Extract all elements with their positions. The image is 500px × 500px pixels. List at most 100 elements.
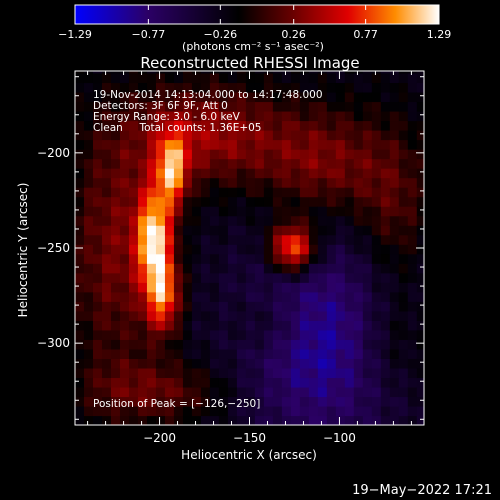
heatmap-pixel	[83, 282, 94, 293]
heatmap-pixel	[326, 367, 337, 379]
heatmap-pixel	[137, 358, 148, 369]
heatmap-pixel	[155, 110, 166, 122]
heatmap-pixel	[137, 168, 148, 179]
heatmap-pixel	[119, 263, 130, 274]
heatmap-pixel	[227, 367, 238, 379]
heatmap-pixel	[326, 234, 337, 245]
heatmap-pixel	[371, 225, 382, 236]
heatmap-pixel	[128, 196, 139, 207]
heatmap-pixel	[119, 244, 130, 255]
heatmap-pixel	[128, 177, 139, 188]
heatmap-pixel	[236, 158, 247, 169]
heatmap-pixel	[200, 291, 211, 302]
heatmap-pixel	[227, 348, 238, 359]
heatmap-pixel	[353, 139, 364, 150]
heatmap-pixel	[380, 405, 391, 417]
heatmap-pixel	[218, 82, 229, 93]
heatmap-pixel	[155, 71, 166, 74]
heatmap-pixel	[335, 120, 346, 131]
heatmap-pixel	[110, 82, 121, 93]
heatmap-pixel	[290, 158, 301, 169]
heatmap-pixel	[272, 177, 283, 188]
heatmap-pixel	[101, 396, 112, 407]
heatmap-pixel	[326, 149, 337, 160]
heatmap-pixel	[173, 71, 184, 74]
heatmap-pixel	[155, 168, 166, 179]
heatmap-pixel	[353, 405, 364, 417]
heatmap-pixel	[200, 149, 211, 160]
heatmap-pixel	[335, 367, 346, 379]
heatmap-pixel	[155, 244, 166, 255]
heatmap-pixel	[110, 253, 121, 264]
heatmap-pixel	[227, 110, 238, 122]
heatmap-pixel	[155, 82, 166, 93]
heatmap-pixel	[281, 187, 292, 198]
heatmap-pixel	[164, 82, 175, 93]
heatmap-pixel	[290, 110, 301, 122]
heatmap-pixel	[344, 358, 355, 369]
heatmap-pixel	[200, 206, 211, 217]
heatmap-pixel	[317, 158, 328, 169]
heatmap-pixel	[209, 72, 220, 84]
heatmap-pixel	[236, 348, 247, 359]
heatmap-pixel	[101, 139, 112, 150]
heatmap-pixel	[290, 206, 301, 217]
heatmap-pixel	[281, 130, 292, 141]
heatmap-pixel	[209, 291, 220, 302]
heatmap-pixel	[371, 158, 382, 169]
heatmap-pixel	[344, 405, 355, 417]
heatmap-pixel	[353, 149, 364, 160]
info-line: Detectors: 3F 6F 9F, Att 0	[93, 100, 228, 112]
heatmap-pixel	[155, 415, 166, 425]
heatmap-pixel	[191, 282, 202, 293]
heatmap-pixel	[209, 348, 220, 359]
heatmap-pixel	[398, 272, 409, 283]
heatmap-pixel	[362, 215, 373, 226]
heatmap-pixel	[308, 206, 319, 217]
heatmap-pixel	[281, 396, 292, 407]
heatmap-pixel	[389, 367, 400, 379]
heatmap-pixel	[281, 72, 292, 84]
heatmap-pixel	[218, 225, 229, 236]
heatmap-pixel	[173, 291, 184, 302]
heatmap-pixel	[407, 120, 418, 131]
heatmap-pixel	[119, 225, 130, 236]
heatmap-pixel	[182, 339, 193, 350]
heatmap-pixel	[245, 367, 256, 379]
heatmap-pixel	[299, 177, 310, 188]
heatmap-pixel	[200, 196, 211, 207]
heatmap-pixel	[371, 149, 382, 160]
heatmap-pixel	[281, 282, 292, 293]
heatmap-pixel	[290, 82, 301, 93]
heatmap-pixel	[110, 168, 121, 179]
heatmap-pixel	[308, 177, 319, 188]
heatmap-pixel	[326, 206, 337, 217]
heatmap-pixel	[182, 320, 193, 331]
heatmap-pixel	[227, 339, 238, 350]
heatmap-pixel	[299, 158, 310, 169]
heatmap-pixel	[263, 272, 274, 283]
heatmap-pixel	[146, 206, 157, 217]
heatmap-pixel	[236, 253, 247, 264]
heatmap-pixel	[362, 396, 373, 407]
heatmap-pixel	[155, 329, 166, 340]
heatmap-pixel	[155, 253, 166, 264]
heatmap-pixel	[272, 234, 283, 245]
heatmap-pixel	[92, 215, 103, 226]
heatmap-pixel	[227, 225, 238, 236]
heatmap-pixel	[227, 386, 238, 398]
heatmap-pixel	[371, 215, 382, 226]
heatmap-pixel	[191, 329, 202, 340]
heatmap-pixel	[146, 91, 157, 103]
heatmap-pixel	[272, 348, 283, 359]
heatmap-pixel	[110, 130, 121, 141]
heatmap-pixel	[218, 101, 229, 112]
heatmap-pixel	[335, 215, 346, 226]
heatmap-pixel	[182, 301, 193, 312]
heatmap-pixel	[317, 348, 328, 359]
heatmap-pixel	[209, 329, 220, 340]
heatmap-pixel	[83, 225, 94, 236]
heatmap-pixel	[308, 415, 319, 425]
heatmap-pixel	[254, 301, 265, 312]
heatmap-pixel	[218, 253, 229, 264]
